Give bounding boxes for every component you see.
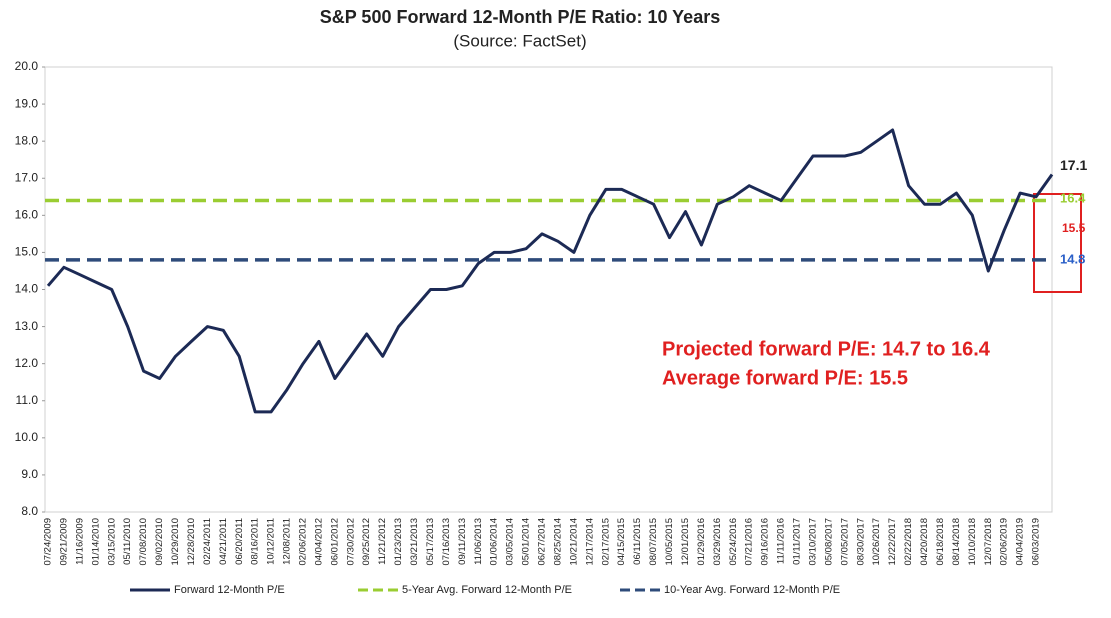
- x-tick-label: 01/11/2017: [792, 518, 803, 565]
- x-tick-label: 12/22/2017: [887, 518, 898, 566]
- x-tick-label: 09/16/2016: [760, 518, 771, 566]
- y-tick-label: 9.0: [21, 467, 38, 481]
- x-tick-label: 08/16/2011: [250, 518, 261, 565]
- x-tick-label: 02/24/2011: [202, 518, 213, 565]
- x-tick-label: 06/18/2018: [935, 518, 946, 566]
- x-tick-label: 11/16/2009: [74, 518, 85, 565]
- legend-label: Forward 12-Month P/E: [174, 584, 285, 596]
- x-tick-label: 01/06/2014: [489, 518, 500, 566]
- chart-subtitle: (Source: FactSet): [453, 31, 586, 50]
- x-tick-label: 11/11/2016: [776, 518, 787, 564]
- y-tick-label: 13.0: [15, 319, 39, 333]
- x-tick-label: 10/05/2015: [664, 518, 675, 566]
- x-tick-label: 07/08/2010: [138, 518, 149, 566]
- y-tick-label: 20.0: [15, 59, 39, 73]
- x-tick-label: 10/26/2017: [871, 518, 882, 566]
- x-tick-label: 02/17/2015: [600, 518, 611, 566]
- x-tick-label: 07/30/2012: [345, 518, 356, 566]
- x-tick-label: 10/12/2011: [266, 518, 277, 565]
- x-tick-label: 06/03/2019: [1031, 518, 1042, 566]
- y-tick-label: 14.0: [15, 282, 39, 296]
- end-value-label: 17.1: [1060, 157, 1087, 173]
- x-tick-label: 07/24/2009: [43, 518, 54, 566]
- y-tick-label: 18.0: [15, 133, 39, 147]
- x-tick-label: 04/15/2015: [616, 518, 627, 566]
- x-tick-label: 06/20/2011: [234, 518, 245, 565]
- y-tick-label: 11.0: [16, 393, 39, 407]
- x-tick-label: 09/21/2009: [58, 518, 69, 566]
- x-tick-label: 12/17/2014: [584, 518, 595, 566]
- x-tick-label: 11/06/2013: [473, 518, 484, 565]
- x-tick-label: 06/27/2014: [537, 518, 548, 566]
- x-tick-label: 12/07/2018: [983, 518, 994, 566]
- x-tick-label: 09/11/2013: [457, 518, 468, 565]
- x-tick-label: 05/24/2016: [728, 518, 739, 566]
- x-tick-label: 04/20/2018: [919, 518, 930, 566]
- x-tick-label: 06/01/2012: [329, 518, 340, 566]
- x-tick-label: 11/21/2012: [377, 518, 388, 565]
- annotation: Average forward P/E: 15.5: [662, 367, 908, 389]
- x-tick-label: 12/01/2015: [680, 518, 691, 566]
- data-line: [46, 128, 1054, 414]
- y-tick-label: 16.0: [15, 208, 39, 222]
- x-tick-label: 01/23/2013: [393, 518, 404, 566]
- legend-label: 5-Year Avg. Forward 12-Month P/E: [402, 584, 572, 596]
- x-tick-label: 09/25/2012: [361, 518, 372, 566]
- x-tick-label: 02/06/2019: [999, 518, 1010, 566]
- plot-frame: [44, 66, 1053, 513]
- x-tick-label: 07/21/2016: [744, 518, 755, 566]
- y-tick-label: 8.0: [21, 504, 38, 518]
- x-tick-label: 05/08/2017: [823, 518, 834, 566]
- reference-value-label: 14.8: [1060, 251, 1085, 266]
- x-tick-label: 08/07/2015: [648, 518, 659, 566]
- y-tick-label: 12.0: [15, 356, 39, 370]
- x-tick-label: 09/02/2010: [154, 518, 165, 566]
- x-tick-label: 03/10/2017: [807, 518, 818, 566]
- x-tick-label: 05/01/2014: [521, 518, 532, 566]
- x-tick-label: 12/28/2010: [186, 518, 197, 566]
- x-tick-label: 05/11/2010: [122, 518, 133, 565]
- x-tick-label: 02/06/2012: [297, 518, 308, 566]
- x-tick-label: 12/08/2011: [282, 518, 293, 565]
- x-tick-label: 01/14/2010: [90, 518, 101, 566]
- x-tick-label: 08/25/2014: [552, 518, 563, 566]
- chart-title: S&P 500 Forward 12-Month P/E Ratio: 10 Y…: [320, 7, 720, 27]
- x-tick-label: 03/29/2016: [712, 518, 723, 566]
- x-tick-label: 04/04/2012: [313, 518, 324, 566]
- x-tick-label: 02/22/2018: [903, 518, 914, 566]
- x-tick-label: 03/15/2010: [106, 518, 117, 566]
- annotation: Projected forward P/E: 14.7 to 16.4: [662, 338, 991, 360]
- y-tick-label: 17.0: [15, 170, 39, 184]
- x-tick-label: 06/11/2015: [632, 518, 643, 565]
- y-tick-label: 19.0: [15, 96, 39, 110]
- x-tick-label: 04/04/2019: [1015, 518, 1026, 566]
- x-tick-label: 08/30/2017: [855, 518, 866, 566]
- y-tick-label: 10.0: [15, 430, 39, 444]
- y-tick-label: 15.0: [15, 245, 39, 259]
- highlight-box: [1033, 193, 1082, 293]
- average-value-label: 15.5: [1062, 221, 1086, 235]
- x-tick-label: 07/05/2017: [839, 518, 850, 566]
- legend-label: 10-Year Avg. Forward 12-Month P/E: [664, 584, 840, 596]
- x-tick-label: 01/29/2016: [696, 518, 707, 566]
- x-tick-label: 10/10/2018: [967, 518, 978, 566]
- x-tick-label: 08/14/2018: [951, 518, 962, 566]
- x-tick-label: 07/16/2013: [441, 518, 452, 566]
- x-tick-label: 10/29/2010: [170, 518, 181, 566]
- x-tick-label: 03/21/2013: [409, 518, 420, 566]
- reference-value-label: 16.4: [1060, 190, 1086, 205]
- x-tick-label: 03/05/2014: [505, 518, 516, 566]
- x-tick-label: 10/21/2014: [568, 518, 579, 566]
- x-tick-label: 04/21/2011: [218, 518, 229, 565]
- x-tick-label: 05/17/2013: [425, 518, 436, 566]
